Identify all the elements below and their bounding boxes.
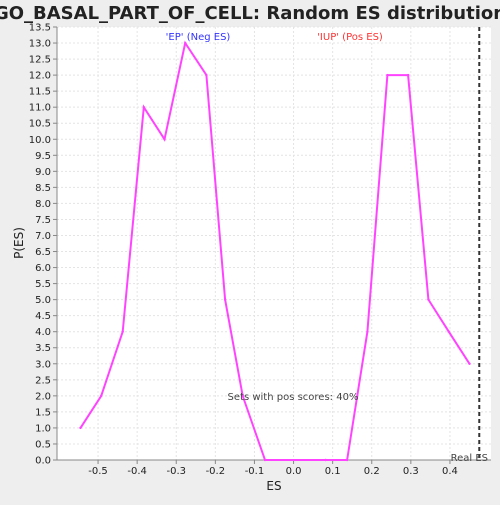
data-point xyxy=(224,298,226,300)
y-tick-label: 7.5 xyxy=(35,215,51,226)
data-point xyxy=(143,106,145,108)
y-tick-label: 1.0 xyxy=(35,423,51,434)
data-point xyxy=(366,331,368,333)
x-tick-label: -0.2 xyxy=(206,466,226,477)
data-point xyxy=(163,138,165,140)
pos-scores-note: Sets with pos scores: 40% xyxy=(228,392,359,403)
y-tick-label: 5.5 xyxy=(35,279,51,290)
x-tick-label: 0.4 xyxy=(442,466,458,477)
y-tick-label: 3.0 xyxy=(35,359,51,370)
y-tick-label: 10.5 xyxy=(29,119,51,130)
y-tick-label: 1.5 xyxy=(35,407,51,418)
data-point xyxy=(386,74,388,76)
data-point xyxy=(264,459,266,461)
x-tick-label: 0.3 xyxy=(403,466,419,477)
y-tick-label: 12.5 xyxy=(29,55,51,66)
y-tick-label: 11.0 xyxy=(29,103,51,114)
data-point xyxy=(100,395,102,397)
data-point xyxy=(121,331,123,333)
y-axis-label: P(ES) xyxy=(12,227,26,259)
chart-title: GO_BASAL_PART_OF_CELL: Random ES distrib… xyxy=(0,3,500,24)
x-tick-label: -0.4 xyxy=(127,466,147,477)
y-tick-label: 3.5 xyxy=(35,343,51,354)
x-tick-label: 0.0 xyxy=(286,466,302,477)
x-tick-label: -0.1 xyxy=(245,466,265,477)
x-tick-label: 0.2 xyxy=(364,466,380,477)
data-point xyxy=(427,298,429,300)
y-tick-label: 13.5 xyxy=(29,23,51,34)
x-tick-label: -0.5 xyxy=(88,466,108,477)
y-tick-label: 13.0 xyxy=(29,39,51,50)
y-tick-label: 6.0 xyxy=(35,263,51,274)
y-tick-label: 11.5 xyxy=(29,87,51,98)
y-tick-label: 6.5 xyxy=(35,247,51,258)
y-tick-label: 2.0 xyxy=(35,391,51,402)
y-tick-label: 9.0 xyxy=(35,167,51,178)
y-tick-label: 8.5 xyxy=(35,183,51,194)
x-axis-label: ES xyxy=(266,479,281,493)
data-point xyxy=(205,74,207,76)
data-point xyxy=(407,74,409,76)
data-point xyxy=(79,427,81,429)
y-tick-label: 4.5 xyxy=(35,311,51,322)
y-tick-label: 7.0 xyxy=(35,231,51,242)
y-tick-label: 9.5 xyxy=(35,151,51,162)
y-tick-label: 5.0 xyxy=(35,295,51,306)
data-point xyxy=(346,459,348,461)
x-tick-label: 0.1 xyxy=(325,466,341,477)
data-point xyxy=(468,363,470,365)
y-tick-label: 2.5 xyxy=(35,375,51,386)
data-point xyxy=(448,331,450,333)
pos-es-label: 'IUP' (Pos ES) xyxy=(317,32,383,43)
neg-es-label: 'EP' (Neg ES) xyxy=(166,32,231,43)
y-tick-label: 0.5 xyxy=(35,439,51,450)
y-tick-label: 4.0 xyxy=(35,327,51,338)
y-tick-label: 0.0 xyxy=(35,456,51,467)
y-tick-label: 10.0 xyxy=(29,135,51,146)
x-tick-label: -0.3 xyxy=(166,466,186,477)
y-tick-label: 12.0 xyxy=(29,71,51,82)
data-point xyxy=(324,459,326,461)
real-es-label: Real ES xyxy=(451,453,488,464)
y-tick-label: 8.0 xyxy=(35,199,51,210)
